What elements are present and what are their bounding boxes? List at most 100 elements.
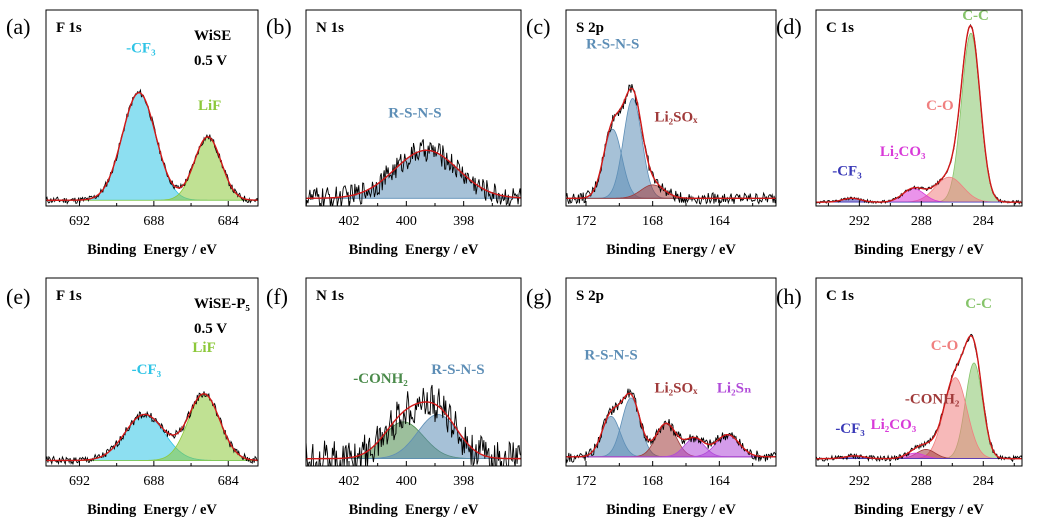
panel-title: F 1s xyxy=(56,288,82,304)
x-tick-label: 400 xyxy=(396,474,417,489)
plot-frame-h xyxy=(815,277,1023,467)
plot-frame-c xyxy=(565,9,777,207)
panel-g: 172 168 164 Binding Energy / eV (g) S 2p R-S-N… xyxy=(526,277,777,518)
x-tick-label: 402 xyxy=(339,214,360,229)
x-tick-label: 688 xyxy=(143,474,164,489)
sample-name: WiSE-P₅ xyxy=(194,296,250,312)
panel-title: S 2p xyxy=(576,20,604,36)
plot-area xyxy=(566,84,776,205)
panel-title: N 1s xyxy=(316,20,344,36)
fit-envelope-e xyxy=(46,393,258,462)
fit-envelope-g xyxy=(566,392,776,458)
peak-label: R-S-N-S xyxy=(388,106,441,122)
panel-label: (d) xyxy=(776,14,802,39)
panel-label: (a) xyxy=(6,14,30,39)
panel-label: (h) xyxy=(776,284,802,309)
panel-title: N 1s xyxy=(316,288,344,304)
potential-label: 0.5 V xyxy=(194,321,227,337)
x-axis-label: Binding Energy / eV xyxy=(87,502,217,518)
sample-name: WiSE xyxy=(194,28,231,44)
plot-frame-f xyxy=(305,277,522,467)
panel-label: (e) xyxy=(6,284,30,309)
x-axis-label: Binding Energy / eV xyxy=(854,502,984,518)
potential-label: 0.5 V xyxy=(194,53,227,69)
x-tick-label: 172 xyxy=(576,474,597,489)
raw-spectrum-b xyxy=(306,139,521,206)
x-tick-label: 398 xyxy=(453,474,474,489)
panel-label: (b) xyxy=(266,14,292,39)
peak-label: -CONH₂ xyxy=(353,371,408,387)
x-tick-label: 684 xyxy=(218,214,239,229)
x-tick-label: 288 xyxy=(911,474,932,489)
fit-envelope-b xyxy=(306,149,521,199)
plot-frame-g xyxy=(565,277,777,467)
plot-area xyxy=(816,333,1022,463)
fit-envelope-h xyxy=(816,335,1022,460)
x-tick-label: 172 xyxy=(576,214,597,229)
peak-label: LiF xyxy=(192,340,215,356)
x-tick-label: 164 xyxy=(709,474,730,489)
peak-label: LiF xyxy=(198,98,221,114)
peak-label: Li₂CO₃ xyxy=(871,417,917,433)
peak-label: R-S-N-S xyxy=(586,37,639,53)
x-tick-label: 164 xyxy=(709,214,730,229)
plot-frame-a xyxy=(45,9,259,207)
peak-label: C-C xyxy=(965,296,992,312)
raw-spectrum-c xyxy=(566,84,776,205)
panel-b: 402 400 398 Binding Energy / eV (b) N 1s R-S-N… xyxy=(266,9,522,258)
plot-area xyxy=(46,88,258,205)
peak-label: C-O xyxy=(931,338,959,354)
panel-label: (c) xyxy=(526,14,550,39)
panel-f: 402 400 398 Binding Energy / eV (f) N 1s -CONH… xyxy=(266,277,522,518)
plot-area xyxy=(46,391,258,466)
x-tick-label: 400 xyxy=(396,214,417,229)
plot-frame-b xyxy=(305,9,522,207)
x-tick-label: 688 xyxy=(143,214,164,229)
plot-area xyxy=(306,139,521,206)
x-tick-label: 168 xyxy=(642,214,663,229)
x-tick-label: 292 xyxy=(849,474,870,489)
x-tick-label: 398 xyxy=(453,214,474,229)
x-tick-label: 284 xyxy=(973,214,994,229)
plot-frame-d xyxy=(815,9,1023,207)
peak-label: R-S-N-S xyxy=(431,362,484,378)
peak-label: -CF₃ xyxy=(835,421,865,437)
panel-d: 292 288 284 Binding Energy / eV (d) C 1s C-C C-… xyxy=(776,8,1023,258)
peak-label: Li₂SOₓ xyxy=(655,110,699,126)
x-axis-label: Binding Energy / eV xyxy=(349,502,479,518)
x-axis-label: Binding Energy / eV xyxy=(349,242,479,258)
peak-label: C-C xyxy=(962,8,989,24)
x-axis-label: Binding Energy / eV xyxy=(854,242,984,258)
peak-label: R-S-N-S xyxy=(584,347,637,363)
x-tick-label: 284 xyxy=(973,474,994,489)
panel-label: (g) xyxy=(526,284,552,309)
raw-spectrum-f xyxy=(306,384,521,466)
fit-envelope-c xyxy=(566,87,776,200)
fit-envelope-f xyxy=(306,401,521,460)
fit-envelope-a xyxy=(46,92,258,201)
x-tick-label: 168 xyxy=(642,474,663,489)
x-tick-label: 288 xyxy=(911,214,932,229)
peak-label: -CONH₂ xyxy=(905,391,960,407)
plot-frame-e xyxy=(45,277,259,467)
fit-envelope-d xyxy=(816,24,1022,203)
x-tick-label: 292 xyxy=(849,214,870,229)
peak-label: Li₂SOₓ xyxy=(655,380,699,396)
panel-title: C 1s xyxy=(826,288,854,304)
x-axis-label: Binding Energy / eV xyxy=(606,502,736,518)
x-tick-label: 684 xyxy=(218,474,239,489)
panel-title: C 1s xyxy=(826,20,854,36)
panel-title: F 1s xyxy=(56,20,82,36)
panel-c: 172 168 164 Binding Energy / eV (c) S 2pR-S-N… xyxy=(526,9,777,258)
panel-title: S 2p xyxy=(576,288,604,304)
peak-label: -CF₃ xyxy=(126,40,156,56)
x-axis-label: Binding Energy / eV xyxy=(87,242,217,258)
x-axis-label: Binding Energy / eV xyxy=(606,242,736,258)
panel-h: 292 288 284 Binding Energy / eV (h) C 1s C-C C-… xyxy=(776,277,1023,518)
peak-label: -CF₃ xyxy=(132,362,162,378)
x-tick-label: 402 xyxy=(339,474,360,489)
peak-label: Li₂CO₃ xyxy=(880,144,926,160)
